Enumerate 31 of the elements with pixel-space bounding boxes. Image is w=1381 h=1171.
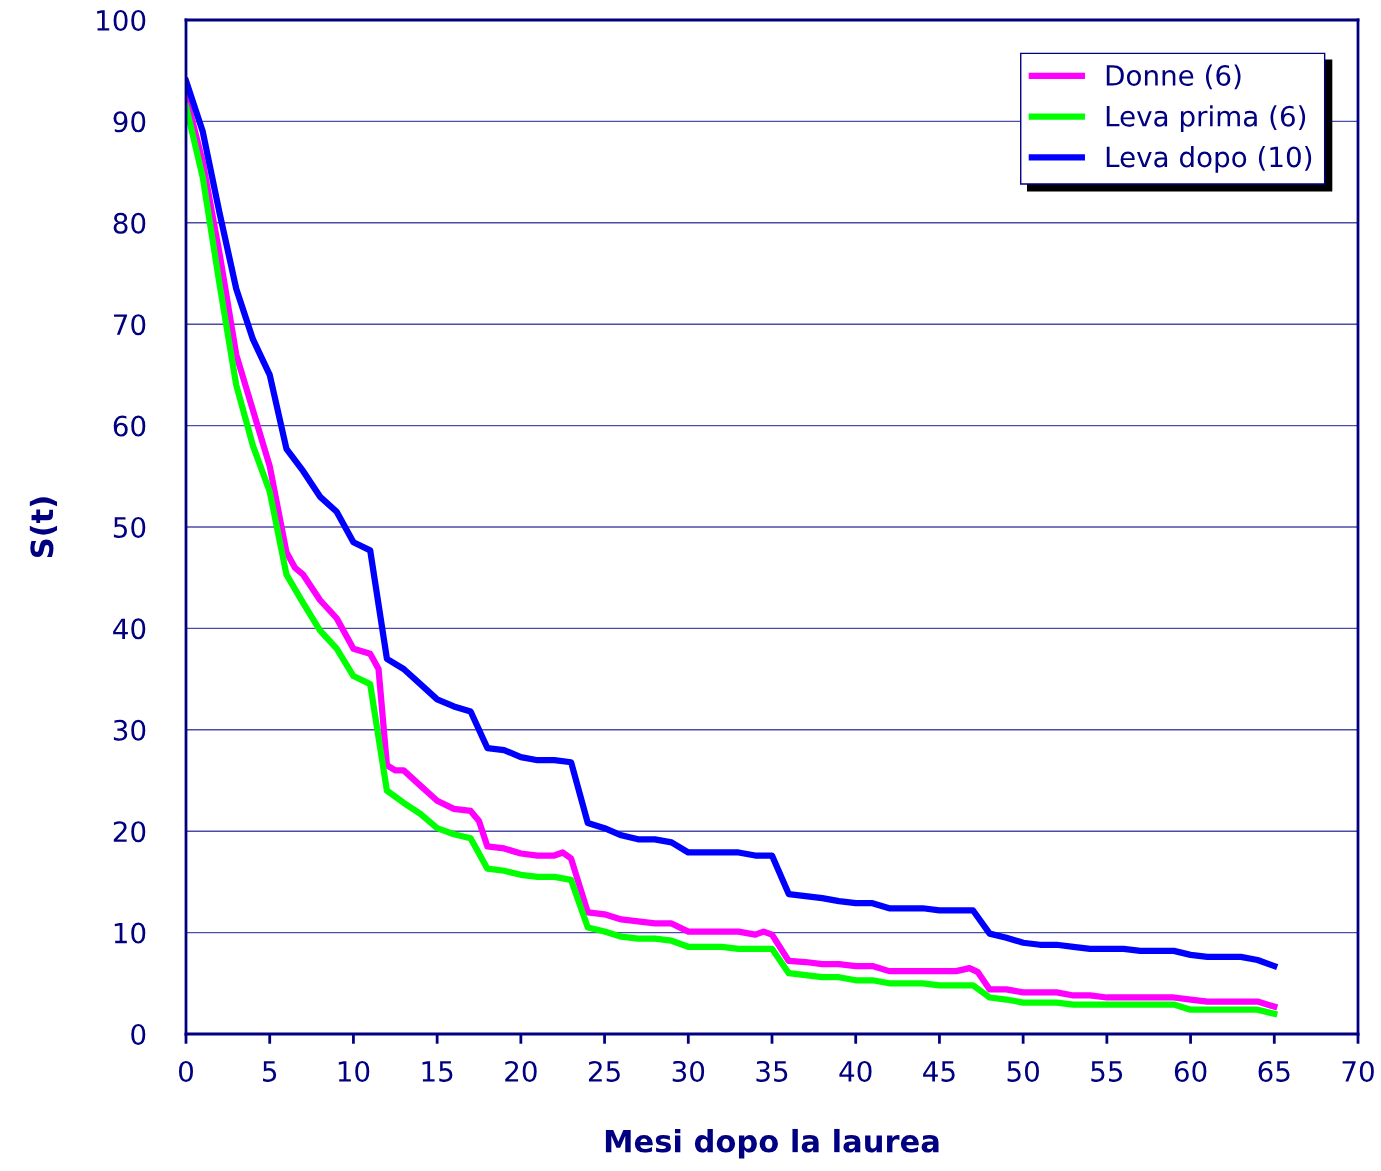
x-tick-label: 0: [178, 1060, 193, 1082]
legend-label: Donne (6): [1106, 64, 1241, 90]
legend-label: Leva dopo (10): [1106, 145, 1312, 173]
x-tick-label: 70: [1342, 1060, 1374, 1082]
y-tick-label: 40: [113, 618, 146, 640]
x-tick-label: 35: [756, 1060, 788, 1082]
y-tick-label: 10: [114, 922, 146, 944]
x-tick-label: 20: [505, 1060, 537, 1082]
y-tick-label: 80: [113, 212, 146, 234]
y-tick-label: 30: [113, 719, 146, 741]
y-axis-title: S(t): [29, 497, 58, 558]
y-tick-label: 20: [113, 821, 146, 843]
x-tick-label: 55: [1091, 1061, 1123, 1082]
x-tick-label: 65: [1258, 1060, 1290, 1082]
x-tick-label: 45: [923, 1061, 955, 1082]
y-tick-label: 0: [131, 1023, 146, 1045]
x-tick-label: 50: [1007, 1060, 1039, 1082]
x-tick-label: 30: [672, 1060, 705, 1082]
x-tick-label: 25: [588, 1060, 620, 1082]
y-tick-label: 70: [114, 314, 146, 336]
x-tick-label: 15: [422, 1061, 453, 1082]
x-tick-label: 10: [338, 1060, 370, 1082]
legend-label: Leva prima (6): [1106, 105, 1306, 133]
y-tick-label: 100: [97, 9, 146, 31]
x-axis-title: Mesi dopo la laurea: [605, 1128, 939, 1159]
x-tick-label: 40: [839, 1060, 872, 1082]
x-tick-label: 5: [263, 1061, 277, 1082]
y-tick-label: 50: [113, 516, 146, 538]
x-tick-label: 60: [1174, 1060, 1207, 1082]
y-tick-label: 90: [113, 111, 146, 133]
y-tick-label: 60: [113, 415, 146, 437]
